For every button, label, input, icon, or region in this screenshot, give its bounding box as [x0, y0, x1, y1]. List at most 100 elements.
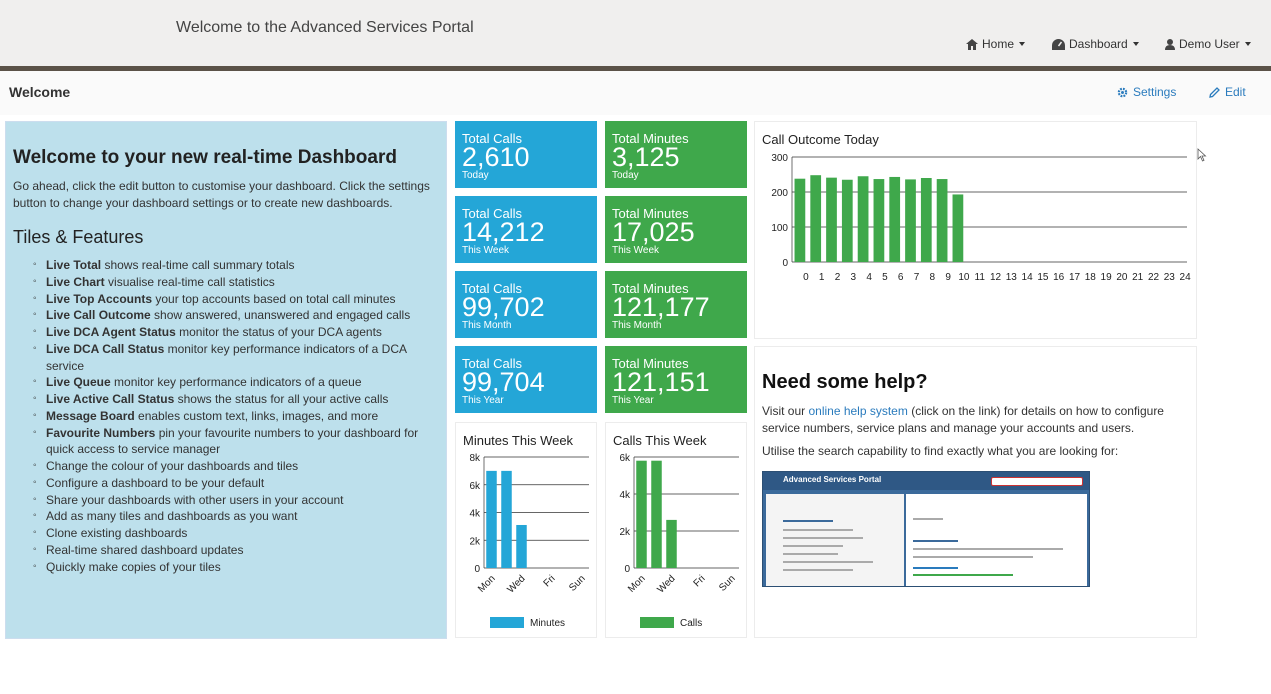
summary-tile[interactable]: Total Minutes 17,025 This Week [605, 196, 747, 263]
x-tick-label: 9 [945, 272, 951, 283]
feature-name: Live DCA Call Status [46, 341, 165, 356]
screenshot-line [913, 556, 1033, 558]
y-tick-label: 200 [771, 188, 788, 199]
bar [794, 178, 806, 262]
feature-item: Quickly make copies of your tiles [33, 559, 443, 576]
x-tick-label: Wed [655, 573, 677, 595]
tile-period: Today [612, 170, 639, 181]
x-tick-label: Fri [542, 573, 558, 589]
bar [952, 194, 964, 262]
y-tick-label: 4k [469, 509, 481, 520]
y-tick-label: 0 [624, 564, 630, 575]
help-link[interactable]: online help system [808, 404, 908, 418]
feature-description: monitor key performance indicators of a … [110, 375, 362, 390]
tile-value: 121,151 [612, 367, 710, 397]
portal-title: Welcome to the Advanced Services Portal [176, 19, 474, 36]
feature-name: Live Call Outcome [46, 308, 151, 323]
pencil-icon [1209, 86, 1220, 98]
x-tick-label: 21 [1132, 272, 1144, 283]
tile-value: 99,702 [462, 292, 545, 322]
screenshot-line [783, 561, 873, 563]
nav-home-label: Home [982, 37, 1015, 51]
minutes-week-panel: Minutes This Week 0 2k 4k 6k 8k Mon Wed Fri Sun M… [455, 422, 597, 638]
feature-description: Share your dashboards with other users i… [46, 492, 344, 507]
mouse-cursor-icon [1197, 148, 1207, 162]
feature-name: Live Active Call Status [46, 392, 175, 406]
screenshot-contents [766, 494, 904, 586]
bar [936, 179, 948, 262]
calls-week-chart: 0 2k 4k 6k Mon Wed Fri Sun Calls [619, 453, 739, 629]
x-tick-label: 8 [930, 272, 936, 283]
edit-label: Edit [1225, 85, 1246, 99]
call-outcome-title: Call Outcome Today [762, 132, 879, 147]
nav-user-label: Demo User [1179, 37, 1240, 51]
summary-tile[interactable]: Total Minutes 121,151 This Year [605, 346, 747, 413]
feature-description: monitor the status of your DCA agents [175, 325, 382, 339]
feature-item: Add as many tiles and dashboards as you … [33, 508, 443, 525]
tile-value: 121,177 [612, 292, 710, 322]
tile-period: This Year [462, 395, 504, 406]
x-tick-label: Wed [505, 573, 527, 595]
x-tick-label: Sun [717, 573, 737, 593]
welcome-panel: Welcome to your new real-time Dashboard … [5, 121, 447, 639]
summary-tile[interactable]: Total Calls 99,702 This Month [455, 271, 597, 338]
gear-icon [1117, 87, 1128, 97]
top-bar: Welcome to the Advanced Services Portal … [0, 0, 1271, 66]
feature-item: Live Chart visualise real-time call stat… [33, 274, 443, 291]
tile-label: Total Calls [462, 131, 522, 146]
bar [636, 460, 647, 568]
tile-value: 3,125 [612, 142, 680, 172]
nav-dashboard[interactable]: Dashboard [1052, 37, 1139, 51]
features-heading: Tiles & Features [13, 227, 144, 247]
screenshot-line [783, 537, 863, 539]
x-tick-label: 15 [1037, 272, 1049, 283]
summary-tile[interactable]: Total Calls 2,610 Today [455, 121, 597, 188]
welcome-heading: Welcome to your new real-time Dashboard [13, 147, 397, 168]
bar [857, 176, 869, 262]
x-tick-label: 5 [882, 272, 888, 283]
tile-period: This Week [462, 245, 510, 256]
edit-button[interactable]: Edit [1209, 85, 1246, 99]
welcome-paragraph: Go ahead, click the edit button to custo… [13, 179, 430, 210]
settings-button[interactable]: Settings [1117, 85, 1176, 99]
feature-item: Share your dashboards with other users i… [33, 492, 443, 509]
help-screenshot: Advanced Services Portal [762, 471, 1090, 587]
bar [826, 177, 837, 262]
summary-tile[interactable]: Total Minutes 121,177 This Month [605, 271, 747, 338]
x-tick-label: Mon [476, 573, 498, 595]
page-title: Welcome [9, 84, 71, 100]
tile-value: 17,025 [612, 217, 695, 247]
nav-home[interactable]: Home [966, 37, 1026, 51]
tile-label: Total Calls [462, 281, 522, 296]
summary-tile[interactable]: Total Minutes 3,125 Today [605, 121, 747, 188]
feature-item: Live DCA Call Status monitor key perform… [33, 341, 443, 375]
tile-label: Total Calls [462, 356, 522, 371]
tile-label: Total Calls [462, 206, 522, 221]
bar [810, 175, 822, 262]
feature-item: Real-time shared dashboard updates [33, 542, 443, 559]
x-tick-label: Mon [626, 573, 648, 595]
x-tick-label: 4 [866, 272, 872, 283]
summary-tile[interactable]: Total Calls 14,212 This Week [455, 196, 597, 263]
x-tick-label: 17 [1069, 272, 1081, 283]
feature-item: Favourite Numbers pin your favourite num… [33, 425, 443, 459]
summary-tile[interactable]: Total Calls 99,704 This Year [455, 346, 597, 413]
tile-label: Total Minutes [612, 131, 689, 146]
nav-user[interactable]: Demo User [1165, 37, 1251, 51]
feature-description: pin your favourite numbers to your dashb… [46, 425, 419, 457]
help-text-start: Visit our [762, 404, 809, 418]
feature-description: Clone existing dashboards [46, 526, 188, 540]
feature-description: shows real-time call summary totals [101, 258, 295, 272]
screenshot-line [783, 520, 833, 522]
feature-name: Live DCA Agent Status [46, 325, 176, 339]
feature-description: monitor key performance indicators of a … [46, 341, 407, 373]
tile-label: Total Minutes [612, 281, 689, 296]
y-tick-label: 6k [469, 481, 481, 492]
x-tick-label: 18 [1085, 272, 1097, 283]
bar [666, 519, 677, 568]
x-tick-label: 2 [835, 272, 841, 283]
feature-name: Live Queue [46, 375, 111, 390]
help-heading: Need some help? [762, 371, 928, 393]
feature-item: Live Call Outcome show answered, unanswe… [33, 307, 443, 324]
